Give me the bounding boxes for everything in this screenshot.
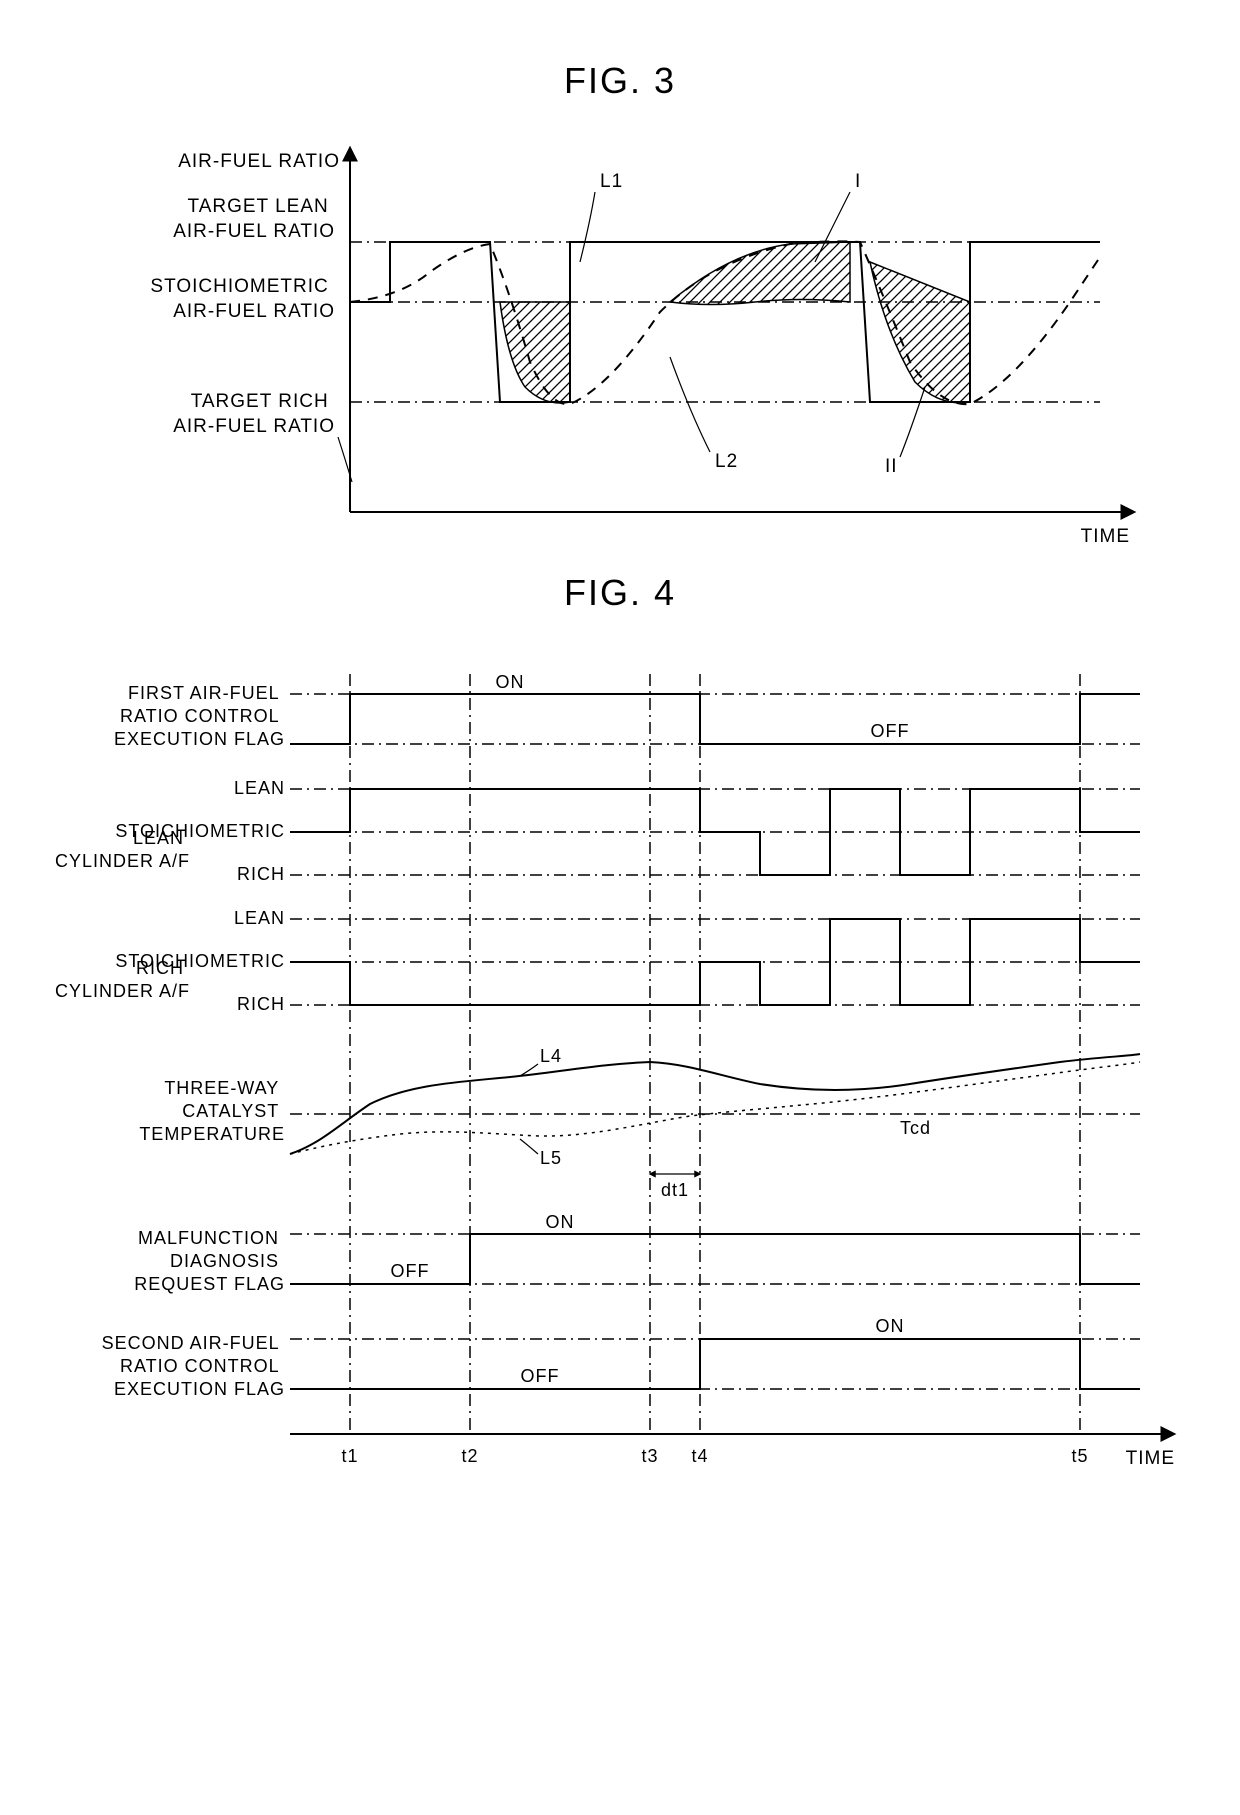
fig4-r1-line — [290, 694, 1140, 744]
fig4-chart: TIME t1 t2 t3 t4 t5 FIRST AIR-FUEL RATIO… — [40, 644, 1200, 1504]
fig4-r3-lean: LEAN — [234, 908, 285, 928]
fig3-stoich-label: STOICHIOMETRIC AIR-FUEL RATIO — [150, 276, 335, 322]
fig4-r5-off: OFF — [391, 1261, 430, 1281]
fig4-dt1-label: dt1 — [661, 1180, 689, 1200]
fig3-II-label: II — [885, 456, 898, 477]
fig3-yaxis-label: AIR-FUEL RATIO — [178, 151, 340, 172]
fig4-t1: t1 — [341, 1446, 358, 1466]
fig4-r4-name: THREE-WAY CATALYST TEMPERATURE — [139, 1078, 285, 1144]
fig3-lean-label: TARGET LEAN AIR-FUEL RATIO — [173, 196, 335, 242]
fig4-r2-rich: RICH — [237, 864, 285, 884]
fig4-r1-on: ON — [496, 672, 525, 692]
fig4-r6-on: ON — [876, 1316, 905, 1336]
fig4-t2: t2 — [461, 1446, 478, 1466]
fig3-rich-label: TARGET RICH AIR-FUEL RATIO — [173, 391, 335, 437]
fig3-region-II — [870, 262, 970, 403]
fig4-t5: t5 — [1071, 1446, 1088, 1466]
fig4-L5-line — [290, 1062, 1140, 1154]
fig3-region-I — [670, 242, 850, 305]
fig4-L4-line — [290, 1054, 1140, 1154]
fig3-chart: AIR-FUEL RATIO TARGET LEAN AIR-FUEL RATI… — [70, 132, 1170, 552]
fig4-r2-lean: LEAN — [234, 778, 285, 798]
fig3-L2-label: L2 — [715, 451, 738, 472]
fig3-region-mid — [500, 302, 570, 403]
fig4-r2-stoich: STOICHIOMETRIC — [115, 821, 285, 841]
fig4-L4-label: L4 — [540, 1046, 562, 1066]
fig3-I-label: I — [855, 171, 861, 192]
fig4-r6-name: SECOND AIR-FUEL RATIO CONTROL EXECUTION … — [102, 1333, 285, 1399]
fig4-r6-off: OFF — [521, 1366, 560, 1386]
fig4-title: FIG. 4 — [30, 572, 1210, 614]
fig4-r1-label: FIRST AIR-FUEL RATIO CONTROL EXECUTION F… — [114, 683, 285, 749]
fig3-L1-label: L1 — [600, 171, 623, 192]
fig4-t3: t3 — [641, 1446, 658, 1466]
fig3-xaxis-label: TIME — [1081, 526, 1130, 547]
fig4-t4: t4 — [691, 1446, 708, 1466]
fig4-L5-label: L5 — [540, 1148, 562, 1168]
fig4-r6-line — [290, 1339, 1140, 1389]
fig4-r3-stoich: STOICHIOMETRIC — [115, 951, 285, 971]
fig4-r5-name: MALFUNCTION DIAGNOSIS REQUEST FLAG — [134, 1228, 285, 1294]
fig4-Tcd-label: Tcd — [900, 1118, 931, 1138]
fig3-title: FIG. 3 — [30, 60, 1210, 102]
fig4-r3-rich: RICH — [237, 994, 285, 1014]
fig4-xaxis-label: TIME — [1126, 1448, 1175, 1469]
fig4-r1-off: OFF — [871, 721, 910, 741]
fig4-r5-on: ON — [546, 1212, 575, 1232]
